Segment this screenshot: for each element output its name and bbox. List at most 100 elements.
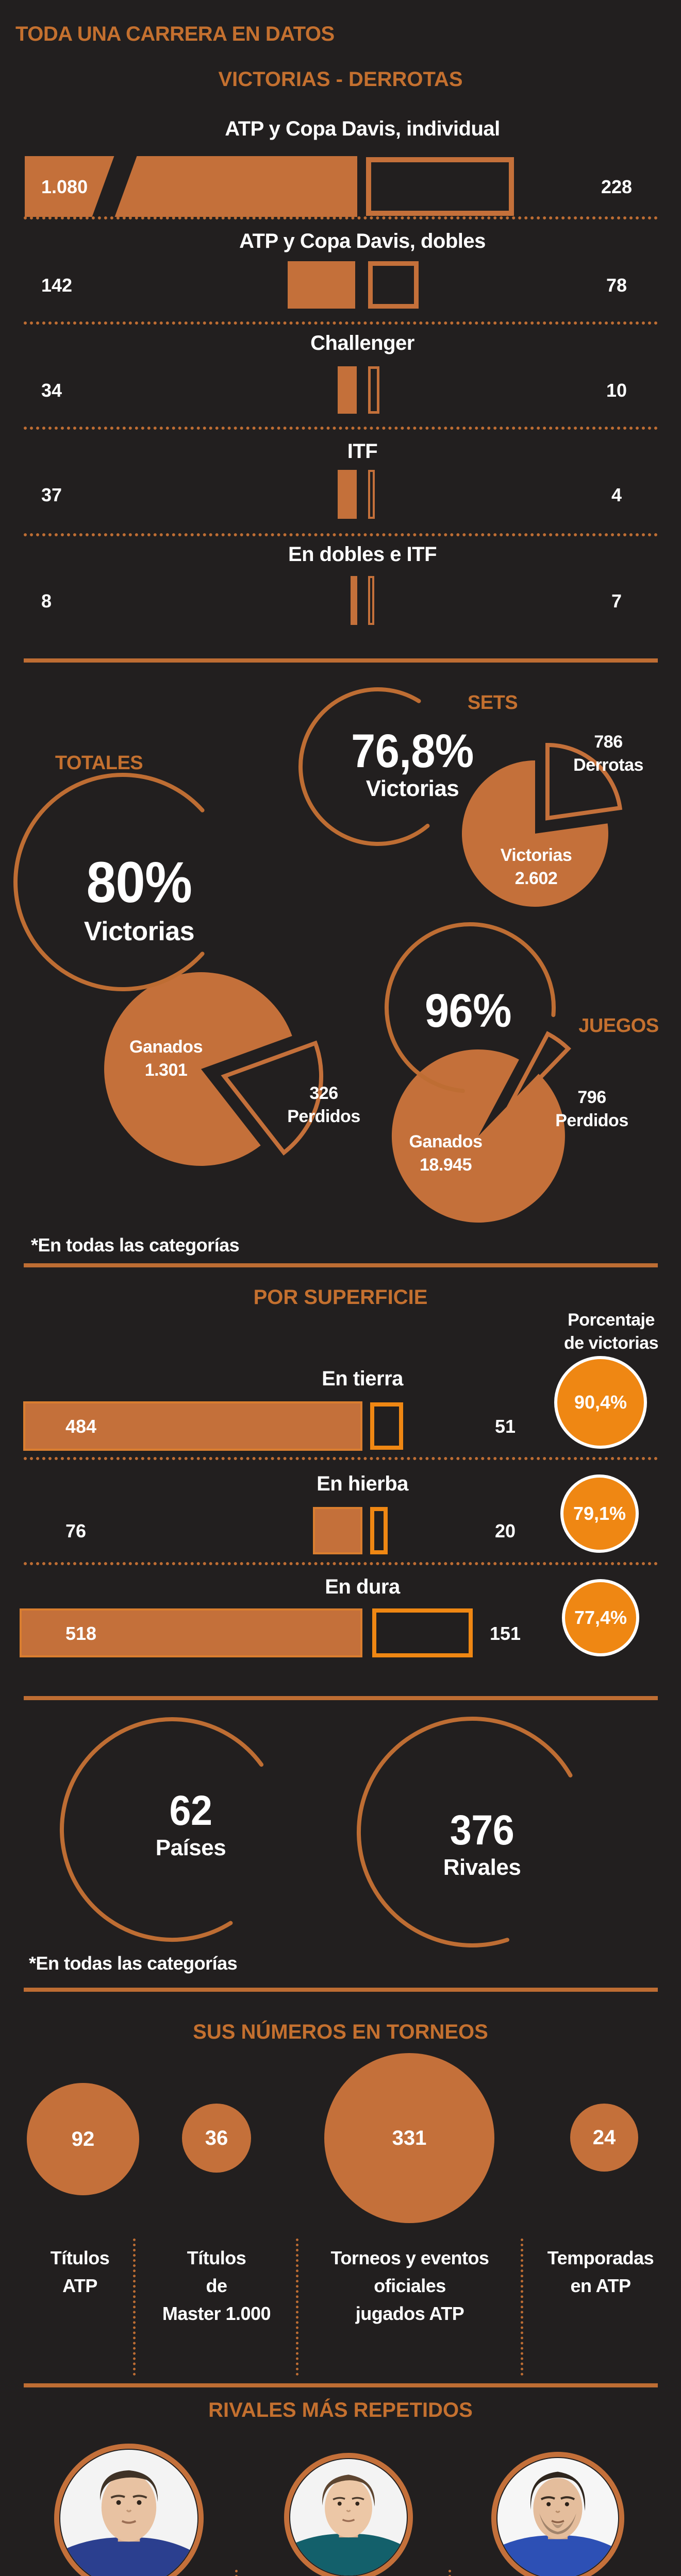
column-divider-dotted <box>296 2239 298 2376</box>
totales-won-label: Ganados 1.301 <box>120 1036 212 1082</box>
winloss-row-loss-value: 78 <box>606 275 627 296</box>
winloss-row-loss-value: 228 <box>601 176 633 197</box>
rivals-circle-arc <box>356 1716 573 1947</box>
winloss-row-win-bar <box>25 153 357 220</box>
ferrer-portrait <box>497 2458 618 2576</box>
totales-pie-lost-wedge <box>221 1040 324 1156</box>
tournament-label: Torneos y eventos oficiales jugados ATP <box>309 2244 510 2328</box>
winloss-row-win-bar <box>338 470 357 519</box>
tournament-circle-titulos-atp: 92 <box>27 2083 139 2195</box>
tournament-label-line: Torneos y eventos <box>330 2247 489 2268</box>
surface-row-loss-value: 151 <box>489 1623 521 1644</box>
sets-percent-label: Victorias <box>366 776 459 801</box>
rivals-total-value: 376 <box>450 1807 514 1854</box>
tournament-label-line: Master 1.000 <box>162 2303 271 2324</box>
ferrer-ring <box>491 2452 624 2576</box>
surface-row-win-bar <box>23 1401 362 1451</box>
winloss-heading: VICTORIAS - DERROTAS <box>218 68 463 91</box>
tournament-label: Temporadas en ATP <box>531 2244 670 2300</box>
totales-decorative-arc <box>13 773 205 991</box>
surface-row-win-bar <box>313 1507 362 1554</box>
totales-heading: TOTALES <box>55 752 143 774</box>
totales-won-caption: Ganados <box>129 1037 203 1057</box>
winloss-row-loss-value: 7 <box>611 590 622 612</box>
surface-legend-line1: Porcentaje <box>568 1310 655 1330</box>
winloss-row-win-bar <box>351 576 357 625</box>
section-divider-dotted <box>24 427 658 430</box>
rivals-heading: RIVALES MÁS REPETIDOS <box>208 2399 473 2421</box>
tournament-circle-masters: 36 <box>182 2104 251 2173</box>
winloss-row-loss-bar <box>368 366 379 414</box>
tournament-label-line: Títulos <box>50 2247 110 2268</box>
tournament-label: Títulos de Master 1.000 <box>155 2244 278 2328</box>
totales-lost-value: 326 <box>309 1083 338 1103</box>
surface-win-pct-badge: 90,4% <box>554 1356 647 1449</box>
winloss-row-label: ATP y Copa Davis, individual <box>225 117 500 140</box>
sets-pie <box>461 760 608 907</box>
surface-row-label: En hierba <box>317 1472 408 1495</box>
federer-portrait <box>290 2459 407 2575</box>
winloss-row-loss-bar <box>368 576 374 625</box>
winloss-row-win-value: 34 <box>41 380 62 401</box>
winloss-row-win-value: 37 <box>41 484 62 505</box>
winloss-row-win-bar <box>288 261 355 309</box>
tournament-circle-temporadas: 24 <box>570 2104 638 2172</box>
tournament-label-line: ATP <box>62 2275 97 2296</box>
tournament-circle-torneos: 331 <box>324 2053 494 2223</box>
djokovic-portrait <box>60 2450 197 2576</box>
totales-percent-label: Victorias <box>84 917 195 946</box>
winloss-row-label: ITF <box>347 440 378 463</box>
tournament-label-line: oficiales <box>374 2275 446 2296</box>
federer-ring <box>284 2453 413 2576</box>
winloss-row-loss-value: 4 <box>611 484 622 505</box>
tournaments-heading: SUS NÚMEROS EN TORNEOS <box>193 2021 488 2043</box>
winloss-row-loss-bar <box>366 157 514 216</box>
juegos-lost-value: 796 <box>577 1088 606 1107</box>
djokovic-ring <box>54 2444 204 2576</box>
sets-lost-label: 786 Derrotas <box>567 731 650 777</box>
section-rule <box>24 1696 658 1700</box>
juegos-pie-lost-wedge <box>503 1031 571 1115</box>
rivals-total-label: Rivales <box>443 1855 521 1880</box>
tournament-label-line: jugados ATP <box>355 2303 464 2324</box>
winloss-row-label: En dobles e ITF <box>288 543 437 566</box>
surface-heading: POR SUPERFICIE <box>253 1286 428 1309</box>
surface-legend-line2: de victorias <box>564 1333 658 1353</box>
surface-win-pct-badge: 79,1% <box>560 1475 639 1553</box>
surface-row-loss-bar <box>372 1608 473 1657</box>
column-divider-dotted <box>521 2239 523 2376</box>
totales-won-value: 1.301 <box>144 1060 188 1080</box>
section-divider-dotted <box>24 1457 658 1460</box>
surface-row-loss-bar <box>370 1402 403 1450</box>
surface-row-win-bar <box>20 1608 362 1657</box>
sets-heading: SETS <box>467 692 518 714</box>
column-divider-dotted <box>449 2570 451 2576</box>
surface-row-loss-bar <box>370 1507 388 1554</box>
surface-row-label: En dura <box>325 1575 400 1598</box>
winloss-row-win-value: 1.080 <box>41 176 88 197</box>
countries-circle-arc <box>60 1717 264 1942</box>
all-categories-note: *En todas las categorías <box>31 1234 240 1256</box>
surface-legend: Porcentaje de victorias <box>556 1309 667 1355</box>
section-rule <box>24 1988 658 1992</box>
sets-pie-lost-wedge <box>545 742 623 821</box>
section-divider-dotted <box>24 216 658 219</box>
surface-row-loss-value: 20 <box>494 1520 516 1541</box>
juegos-heading: JUEGOS <box>578 1015 659 1037</box>
bar-break-slash <box>91 153 138 220</box>
section-divider-dotted <box>24 533 658 536</box>
tournament-label: Títulos ATP <box>21 2244 139 2300</box>
juegos-won-caption: Ganados <box>409 1132 483 1151</box>
winloss-row-win-bar <box>338 366 357 414</box>
sets-decorative-arc <box>298 687 430 846</box>
sets-won-label: Victorias 2.602 <box>490 844 583 890</box>
winloss-row-loss-bar <box>368 261 419 309</box>
juegos-won-label: Ganados 18.945 <box>398 1130 493 1177</box>
section-rule <box>24 658 658 663</box>
tournament-label-line: en ATP <box>570 2275 631 2296</box>
section-rule <box>24 1263 658 1267</box>
totales-pie <box>104 972 292 1166</box>
totales-lost-caption: Perdidos <box>287 1106 360 1126</box>
